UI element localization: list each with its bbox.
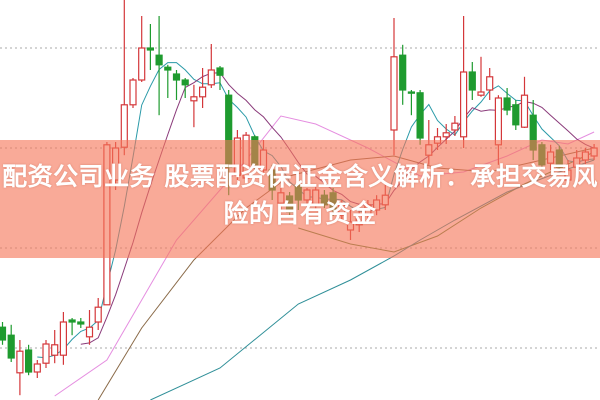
candle-up (486, 76, 494, 91)
candle-up (129, 79, 137, 106)
candle-down (146, 47, 154, 51)
candle-up (85, 326, 94, 338)
candle-down (512, 104, 520, 126)
candle-up (59, 321, 68, 356)
candle-down (407, 91, 415, 94)
candle-up (51, 344, 59, 356)
candle-up (442, 132, 450, 138)
candle-up (477, 91, 485, 96)
candle-up (16, 350, 24, 374)
candle-up (520, 94, 529, 128)
candle-up (207, 69, 215, 86)
candle-down (164, 66, 172, 71)
article-title: 配资公司业务 股票配资保证金含义解析：承担交易风险的自有资金 (2, 162, 598, 228)
candle-up (451, 122, 459, 131)
candle-down (216, 67, 224, 76)
candle-down (7, 334, 15, 359)
candle-down (155, 54, 163, 66)
candle-down (416, 92, 424, 139)
candle-down (25, 349, 33, 373)
candle-up (33, 363, 41, 373)
candle-down (0, 326, 7, 341)
candle-up (190, 96, 198, 102)
title-banner (0, 140, 600, 258)
candle-up (42, 343, 50, 364)
candle-up (494, 97, 502, 146)
candle-up (94, 306, 102, 323)
candle-down (68, 319, 76, 323)
candle-up (138, 47, 146, 81)
candle-down (77, 321, 85, 325)
candle-down (503, 97, 511, 111)
candle-up (199, 86, 207, 98)
candle-up (390, 56, 398, 131)
candle-up (460, 71, 468, 138)
candle-down (172, 73, 181, 81)
candle-down (181, 79, 189, 86)
candle-down (399, 54, 407, 91)
candle-down (468, 71, 476, 91)
